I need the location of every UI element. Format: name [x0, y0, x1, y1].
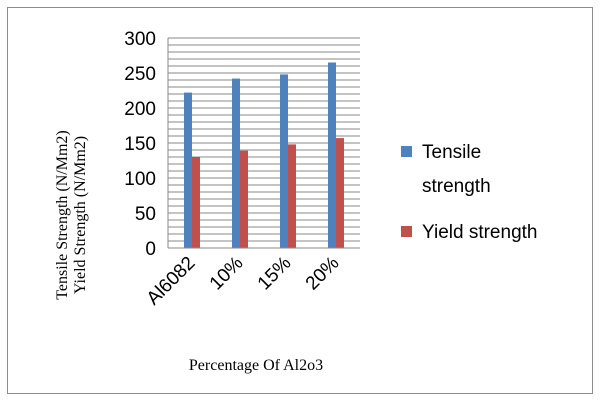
legend: Tensile strength Yield strength	[401, 142, 537, 243]
bar	[280, 74, 288, 249]
y-axis-title-line-1: Tensile Strength (N/Mm2)	[54, 130, 71, 300]
y-tick-label: 300	[124, 29, 156, 50]
chart-frame	[7, 7, 593, 394]
axes	[167, 38, 360, 249]
legend-label-yield: Yield strength	[422, 222, 537, 243]
bar	[184, 92, 192, 248]
x-tick-label: 20%	[302, 253, 344, 295]
x-tick-label: Al6082	[143, 253, 200, 310]
legend-swatch-tensile	[401, 146, 412, 157]
bar	[288, 144, 296, 248]
bar	[192, 157, 200, 248]
y-tick-labels: 0 50 100 150 200 250 300	[124, 29, 156, 260]
x-tick-label: 15%	[254, 253, 296, 295]
y-tick-label: 250	[124, 64, 156, 85]
y-tick-label: 200	[124, 99, 156, 120]
bar	[232, 78, 240, 248]
bar	[328, 62, 336, 248]
legend-label-tensile-line-1: Tensile	[422, 142, 481, 163]
y-tick-label: 50	[135, 204, 156, 225]
x-axis-title: Percentage Of Al2o3	[189, 357, 323, 374]
bar	[336, 138, 344, 248]
y-tick-label: 100	[124, 169, 156, 190]
y-tick-label: 150	[124, 134, 156, 155]
y-tick-label: 0	[145, 239, 156, 260]
x-tick-label: 10%	[206, 253, 248, 295]
legend-swatch-yield	[401, 226, 412, 237]
x-tick-labels: Al6082 10% 15% 20%	[143, 253, 344, 310]
bar	[240, 150, 248, 248]
y-axis-title-line-2: Yield Strength (N/Mm2)	[72, 136, 89, 294]
bars	[184, 62, 344, 249]
legend-label-tensile-line-2: strength	[422, 176, 491, 197]
